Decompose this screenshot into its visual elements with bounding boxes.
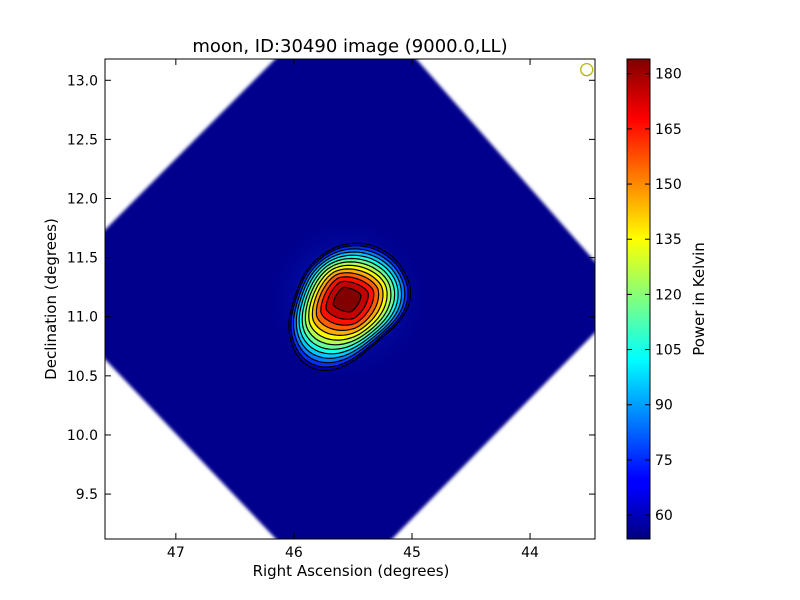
y-tick-label: 13.0 <box>67 73 98 89</box>
colorbar-tick-label: 90 <box>655 398 673 414</box>
contour-line <box>288 242 412 372</box>
colorbar-ticks: 60 75 90 105 120 135 150 165 180 <box>627 67 682 524</box>
contour-line <box>295 251 403 359</box>
y-tick-label: 12.5 <box>67 132 98 148</box>
y-axis-ticks: 9.5 10.0 10.5 11.0 11.5 12.0 12.5 13.0 <box>67 73 595 503</box>
contour-line <box>332 286 362 313</box>
contour-lines <box>288 242 412 372</box>
x-tick-label: 46 <box>285 545 303 561</box>
contour-line <box>308 264 388 341</box>
colorbar-label: Power in Kelvin <box>690 242 708 356</box>
contour-line <box>311 268 384 337</box>
colorbar-tick-label: 165 <box>655 122 682 138</box>
contour-line <box>320 276 375 326</box>
contour-line <box>304 261 392 346</box>
y-tick-label: 10.5 <box>67 369 98 385</box>
x-axis-label: Right Ascension (degrees) <box>253 562 450 580</box>
colorbar-tick-label: 75 <box>655 453 673 469</box>
axes-frame <box>104 58 596 540</box>
heat-band <box>333 287 361 312</box>
x-axis-ticks: 47 46 45 44 <box>167 59 539 561</box>
y-tick-label: 12.0 <box>67 192 98 208</box>
y-tick-label: 11.5 <box>67 251 98 267</box>
colorbar-tick-label: 120 <box>655 287 682 303</box>
chart-title: moon, ID:30490 image (9000.0,LL) <box>192 36 507 57</box>
contour-line <box>292 248 406 364</box>
contour-line <box>325 280 369 320</box>
colorbar-tick-label: 60 <box>655 508 673 524</box>
colorbar-tick-label: 105 <box>655 343 682 359</box>
x-tick-label: 47 <box>167 545 185 561</box>
plot-area <box>105 59 595 539</box>
y-tick-label: 11.0 <box>67 310 98 326</box>
colorbar-tick-label: 135 <box>655 232 682 248</box>
colorbar-tick-label: 150 <box>655 177 682 193</box>
colorbar-tick-label: 180 <box>655 67 682 83</box>
contour-line <box>298 254 399 355</box>
y-tick-label: 9.5 <box>76 487 98 503</box>
beam-marker <box>580 62 594 77</box>
contour-line <box>315 272 380 331</box>
x-tick-label: 45 <box>403 545 421 561</box>
y-axis-label: Declination (degrees) <box>42 218 60 380</box>
x-tick-label: 44 <box>521 545 539 561</box>
contour-line <box>301 257 396 350</box>
y-tick-label: 10.0 <box>67 428 98 444</box>
colorbar <box>626 58 651 540</box>
contour-line <box>290 245 409 368</box>
